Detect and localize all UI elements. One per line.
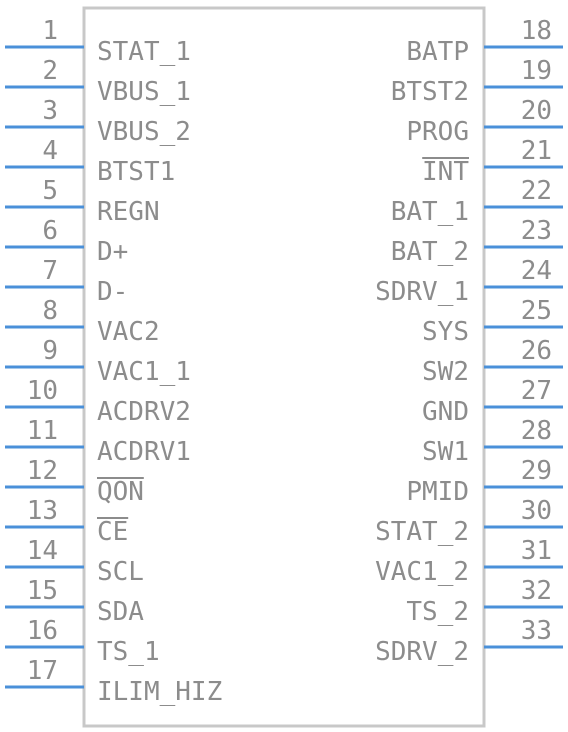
pin-33-number: 33	[521, 616, 552, 646]
pin-22-number: 22	[521, 176, 552, 206]
pin-30-number: 30	[521, 496, 552, 526]
pin-20-name: PROG	[406, 117, 469, 147]
pin-8-name: VAC2	[97, 317, 160, 347]
pin-7-name: D-	[97, 277, 128, 307]
pin-29-name: PMID	[406, 477, 469, 507]
pin-26-number: 26	[521, 336, 552, 366]
pin-14-number: 14	[27, 536, 58, 566]
pin-16-name: TS_1	[97, 637, 160, 667]
pin-2-name: VBUS_1	[97, 77, 191, 107]
left-pin-group: 1 STAT_1 2 VBUS_1 3 VBUS_2 4 BTST1 5 REGN 6 D+ 7 D- 8 V…	[5, 16, 222, 707]
pin-22-name: BAT_1	[391, 197, 469, 227]
pin-33-name: SDRV_2	[375, 637, 469, 667]
pin-18-number: 18	[521, 16, 552, 46]
pin-4-number: 4	[42, 136, 58, 166]
pin-19-name: BTST2	[391, 77, 469, 107]
pin-14-name: SCL	[97, 557, 144, 587]
pin-17-name: ILIM_HIZ	[97, 677, 222, 707]
pin-13-name: CE	[97, 517, 128, 547]
pin-28-number: 28	[521, 416, 552, 446]
pin-16-number: 16	[27, 616, 58, 646]
pin-3-number: 3	[42, 96, 58, 126]
pin-8-number: 8	[42, 296, 58, 326]
pin-12-number: 12	[27, 456, 58, 486]
pin-21-name: INT	[422, 157, 469, 187]
pin-25-number: 25	[521, 296, 552, 326]
pin-11-number: 11	[27, 416, 58, 446]
pin-1-number: 1	[42, 16, 58, 46]
pin-23-number: 23	[521, 216, 552, 246]
pin-9-number: 9	[42, 336, 58, 366]
pin-9-name: VAC1_1	[97, 357, 191, 387]
pin-21-number: 21	[521, 136, 552, 166]
pin-23-name: BAT_2	[391, 237, 469, 267]
pin-5-name: REGN	[97, 197, 160, 227]
pin-31-number: 31	[521, 536, 552, 566]
pin-15-number: 15	[27, 576, 58, 606]
pin-27-number: 27	[521, 376, 552, 406]
pin-7-number: 7	[42, 256, 58, 286]
pin-3-name: VBUS_2	[97, 117, 191, 147]
pin-2-number: 2	[42, 56, 58, 86]
pin-1-name: STAT_1	[97, 37, 191, 67]
pin-19-number: 19	[521, 56, 552, 86]
pin-13-number: 13	[27, 496, 58, 526]
pin-27-name: GND	[422, 397, 469, 427]
pin-4-name: BTST1	[97, 157, 175, 187]
pin-11-name: ACDRV1	[97, 437, 191, 467]
pin-20-number: 20	[521, 96, 552, 126]
pin-24-name: SDRV_1	[375, 277, 469, 307]
pin-12-name: QON	[97, 477, 144, 507]
pin-25-name: SYS	[422, 317, 469, 347]
pin-6-name: D+	[97, 237, 128, 267]
pin-10-name: ACDRV2	[97, 397, 191, 427]
right-pin-group: 18 BATP 19 BTST2 20 PROG 21 INT 22 BAT_1 23 BAT_2 24…	[375, 16, 563, 667]
pin-15-name: SDA	[97, 597, 144, 627]
pin-28-name: SW1	[422, 437, 469, 467]
pin-18-name: BATP	[406, 37, 469, 67]
pin-17-number: 17	[27, 656, 58, 686]
pin-32-number: 32	[521, 576, 552, 606]
pin-32-name: TS_2	[406, 597, 469, 627]
pin-29-number: 29	[521, 456, 552, 486]
pin-6-number: 6	[42, 216, 58, 246]
pin-31-name: VAC1_2	[375, 557, 469, 587]
pin-24-number: 24	[521, 256, 552, 286]
pin-30-name: STAT_2	[375, 517, 469, 547]
pin-5-number: 5	[42, 176, 58, 206]
pin-10-number: 10	[27, 376, 58, 406]
pin-26-name: SW2	[422, 357, 469, 387]
